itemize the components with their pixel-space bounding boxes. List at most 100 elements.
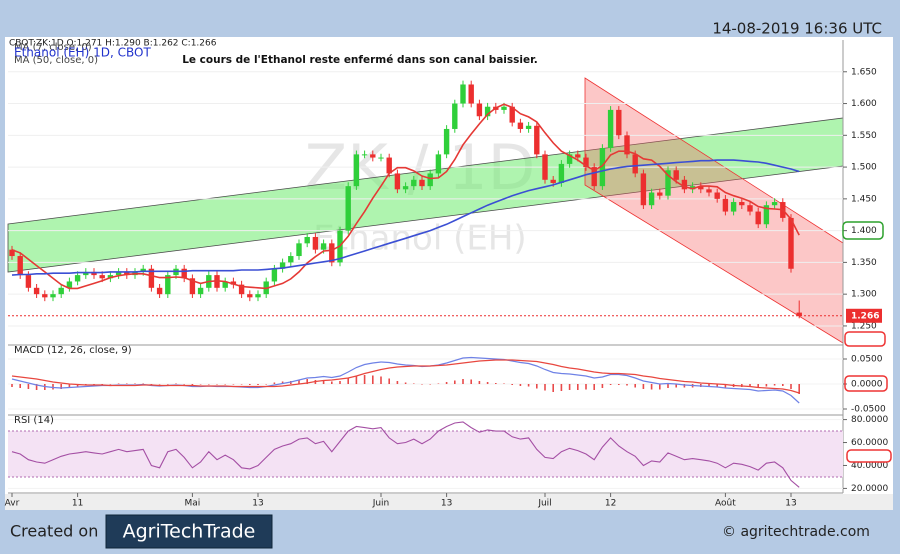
candle-body	[124, 271, 130, 276]
macd-histogram-bar	[609, 384, 612, 385]
symbol-info: CBOT:ZK:1D O:1.271 H:1.290 B:1.262 C:1.2…	[9, 39, 217, 49]
candle-body	[657, 192, 663, 196]
macd-histogram-bar	[568, 384, 571, 390]
candle-body	[247, 294, 253, 298]
y-tick-label: 40.0000	[851, 461, 888, 471]
y-tick-label: 0.0000	[851, 380, 883, 390]
macd-histogram-bar	[437, 383, 440, 384]
macd-histogram-bar	[585, 384, 587, 390]
last-price-label: 1.266	[851, 311, 879, 321]
macd-histogram-bar	[396, 381, 399, 384]
candle-body	[476, 103, 483, 117]
macd-histogram-bar	[331, 381, 333, 384]
macd-histogram-bar	[404, 382, 407, 384]
plot-area: 1.250 1.300 1.350 1.400 1.450 1.500 1.550 1.600…	[5, 40, 893, 510]
x-tick-label: 12	[605, 499, 616, 509]
candle-body	[66, 281, 73, 288]
candle-body	[279, 262, 286, 269]
panel-title: MACD (12, 26, close, 9)	[14, 345, 132, 356]
macd-histogram-bar	[773, 384, 776, 386]
candle-body	[238, 284, 245, 295]
macd-histogram-bar	[19, 384, 21, 388]
candle-body	[583, 157, 589, 168]
macd-histogram-bar	[109, 384, 112, 385]
highlight-box	[844, 375, 888, 392]
macd-histogram-bar	[355, 375, 358, 384]
macd-histogram-bar	[462, 379, 464, 384]
macd-histogram-bar	[445, 382, 448, 384]
y-tick-label: 1.300	[851, 290, 877, 300]
macd-histogram-bar	[232, 384, 235, 385]
candle-body	[370, 154, 376, 158]
macd-histogram-bar	[150, 384, 153, 385]
candle-body	[566, 154, 573, 164]
candle-body	[189, 278, 196, 295]
macd-histogram-bar	[11, 384, 13, 387]
y-tick-label: 60.0000	[851, 438, 888, 448]
logo-box[interactable]	[105, 514, 273, 549]
candle-body	[33, 287, 40, 295]
logo[interactable]: AgriTechTrade	[123, 521, 256, 543]
candle-body	[255, 294, 261, 298]
y-tick-label: 80.0000	[851, 415, 888, 425]
macd-histogram-bar	[577, 384, 579, 390]
macd-histogram-bar	[413, 383, 415, 384]
macd-histogram-bar	[35, 384, 38, 390]
macd-histogram-bar	[257, 384, 259, 385]
candle-body	[468, 84, 474, 104]
macd-histogram-bar	[675, 384, 677, 388]
candle-body	[148, 268, 155, 288]
site-link[interactable]: © agritechtrade.com	[722, 524, 870, 540]
macd-histogram-bar	[68, 384, 71, 388]
macd-histogram-bar	[27, 384, 30, 389]
candle-body	[698, 186, 704, 190]
macd-histogram-bar	[281, 381, 284, 384]
macd-histogram-bar	[421, 384, 423, 385]
candle-body	[42, 294, 48, 298]
macd-histogram-bar	[503, 383, 505, 384]
candle-body	[271, 268, 278, 282]
macd-histogram-bar	[298, 380, 300, 384]
macd-histogram-bar	[429, 384, 431, 385]
candle-body	[140, 268, 146, 272]
y-tick-label: 1.550	[851, 131, 877, 141]
x-axis-band	[5, 494, 893, 510]
candle-body	[402, 186, 409, 190]
candle-body	[722, 198, 729, 212]
macd-histogram-bar	[626, 384, 628, 386]
macd-histogram-bar	[560, 384, 563, 391]
y-tick-label: 1.650	[851, 67, 877, 77]
x-tick-label: 13	[441, 499, 452, 509]
macd-histogram-bar	[749, 384, 751, 387]
macd-histogram-bar	[757, 384, 759, 388]
candle-body	[624, 135, 630, 155]
candle-body	[591, 167, 597, 187]
y-tick-label: 1.250	[851, 321, 877, 331]
moving-average-line	[11, 159, 800, 276]
macd-histogram-bar	[265, 384, 267, 385]
candle-body	[361, 154, 368, 156]
macd-histogram-bar	[519, 384, 522, 386]
macd-histogram-bar	[716, 384, 718, 387]
candle-body	[673, 170, 679, 180]
macd-histogram-bar	[142, 383, 144, 384]
candle-body	[714, 192, 720, 199]
macd-histogram-bar	[322, 380, 325, 384]
macd-histogram-bar	[544, 384, 546, 391]
candle-body	[452, 103, 458, 129]
candle-body	[501, 106, 507, 110]
created-on: Created on	[10, 522, 98, 541]
last-price-box	[846, 308, 882, 323]
macd-histogram-bar	[52, 384, 54, 390]
candle-body	[788, 217, 794, 269]
candle-body	[329, 243, 335, 263]
candle-body	[427, 173, 433, 187]
macd-histogram-bar	[552, 384, 554, 392]
panel-title: RSI (14)	[14, 415, 54, 426]
candle-body	[575, 154, 581, 158]
macd-histogram-bar	[191, 384, 194, 385]
moving-average-line	[11, 103, 800, 290]
macd-histogram-bar	[134, 383, 136, 384]
x-tick-label: Août	[715, 499, 736, 509]
